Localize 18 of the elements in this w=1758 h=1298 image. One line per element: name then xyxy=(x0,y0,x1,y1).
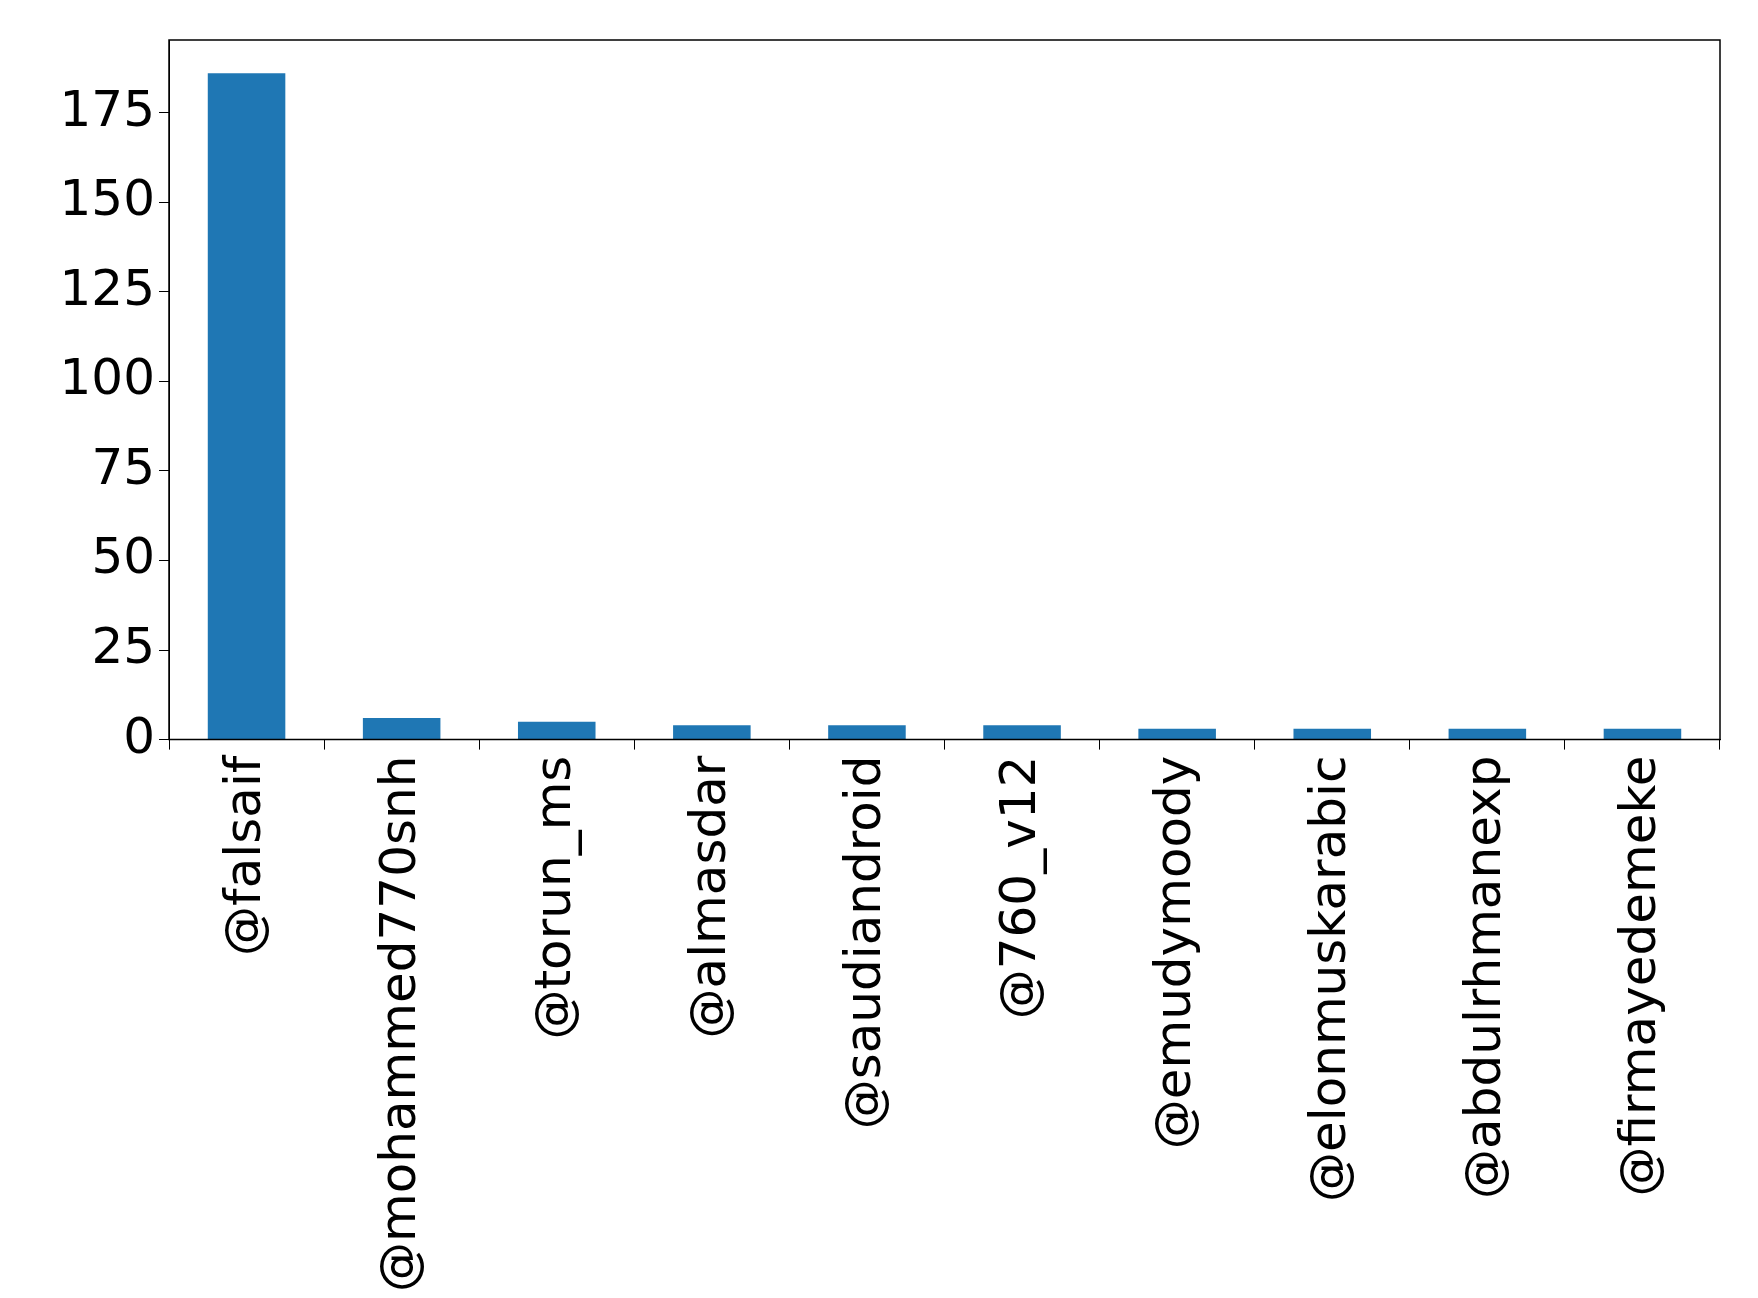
x-tick-label: @firmayedemeke xyxy=(1609,755,1668,1197)
x-tick-label: @760_v12 xyxy=(989,755,1048,1020)
y-tick-label: 25 xyxy=(91,617,155,676)
y-tick-label: 175 xyxy=(59,79,155,138)
x-tick-label: @saudiandroid xyxy=(833,755,892,1130)
y-tick-label: 50 xyxy=(91,527,155,586)
x-tick-label: @falsaif xyxy=(213,754,272,956)
y-tick-label: 100 xyxy=(59,348,155,407)
x-tick-label: @torun_ms xyxy=(523,755,582,1040)
y-tick-label: 0 xyxy=(123,706,155,765)
y-tick-label: 150 xyxy=(59,169,155,228)
y-tick-label: 75 xyxy=(91,437,155,496)
x-tick-label: @almasdar xyxy=(678,755,737,1039)
x-tick-label: @elonmuskarabic xyxy=(1299,755,1358,1203)
x-tick-label: @abdulrhmanexp xyxy=(1454,755,1513,1199)
x-tick-label: @emudymoody xyxy=(1144,755,1203,1150)
y-tick-label: 125 xyxy=(59,258,155,317)
x-tick-label: @mohammed770snh xyxy=(368,755,427,1292)
